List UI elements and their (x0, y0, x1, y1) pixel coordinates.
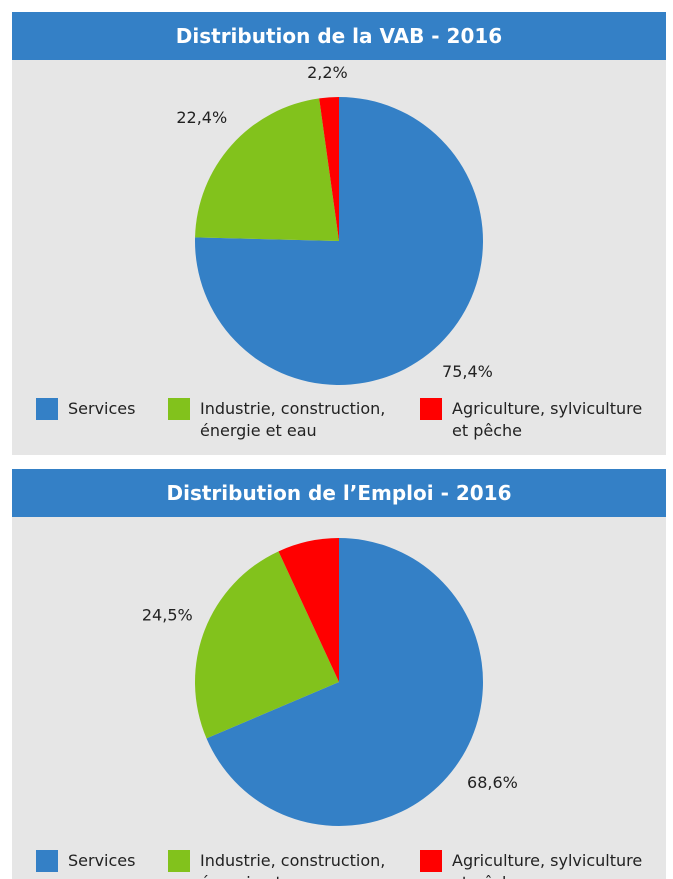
legend-item: Industrie, construction, énergie et eau (168, 850, 400, 879)
legend-swatch (420, 398, 442, 420)
legend-label: Services (68, 851, 136, 870)
data-label: 68,6% (467, 773, 518, 792)
pie-slice (195, 551, 339, 739)
legend-item: Agriculture, sylviculture et pêche (420, 850, 652, 879)
chart-title: Distribution de la VAB - 2016 (12, 12, 666, 60)
chart-panel: Distribution de l’Emploi - 2016 68,6% 24,5… (12, 469, 666, 879)
legend-label: Industrie, construction, énergie et eau (200, 851, 386, 879)
pie-slice (319, 97, 339, 241)
legend-label: Agriculture, sylviculture et pêche (452, 399, 643, 440)
legend-item: Services (36, 850, 168, 872)
chart-panel: Distribution de la VAB - 2016 75,4% 22,4% 2… (12, 12, 666, 455)
legend-swatch (168, 850, 190, 872)
legend-item: Services (36, 398, 168, 420)
pie-slice (195, 98, 339, 241)
pie-chart: 68,6%24,5%6,9% (142, 538, 518, 826)
legend-swatch (36, 850, 58, 872)
legend-item: Industrie, construction, énergie et eau (168, 398, 400, 442)
legend-swatch (36, 398, 58, 420)
data-label: 2,2% (307, 63, 348, 82)
legend-swatch (168, 398, 190, 420)
data-label: 75,4% (442, 362, 493, 381)
legend-item: Agriculture, sylviculture et pêche (420, 398, 652, 442)
pie-slice (278, 538, 339, 682)
data-label: 22,4% (176, 108, 227, 127)
pie-slice (206, 538, 484, 826)
legend-swatch (420, 850, 442, 872)
pie-chart: 75,4% 22,4% 2,2% (176, 63, 493, 385)
legend-label: Industrie, construction, énergie et eau (200, 399, 386, 440)
legend-label: Services (68, 399, 136, 418)
data-label: 24,5% (142, 605, 193, 624)
chart-title: Distribution de l’Emploi - 2016 (12, 469, 666, 517)
legend-label: Agriculture, sylviculture et pêche (452, 851, 643, 879)
